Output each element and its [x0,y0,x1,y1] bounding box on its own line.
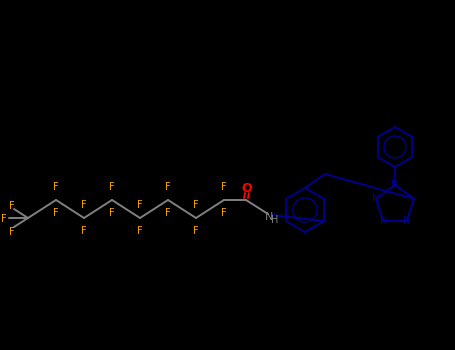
Text: N: N [372,194,379,204]
Text: F: F [9,227,15,237]
Text: F: F [193,200,199,210]
Text: F: F [109,208,115,218]
Text: H: H [271,215,278,225]
Text: O: O [242,182,253,195]
Text: F: F [193,226,199,236]
Text: F: F [53,182,59,192]
Text: F: F [165,208,171,218]
Text: N: N [265,212,273,222]
Text: F: F [109,182,115,192]
Text: F: F [81,200,87,210]
Text: F: F [1,214,7,224]
Text: F: F [137,226,143,236]
Text: F: F [221,182,227,192]
Text: F: F [81,226,87,236]
Text: N: N [379,216,387,226]
Text: N: N [403,216,410,226]
Text: F: F [9,201,15,211]
Text: N: N [391,180,399,190]
Text: F: F [53,208,59,218]
Text: F: F [137,200,143,210]
Text: F: F [221,208,227,218]
Text: F: F [165,182,171,192]
